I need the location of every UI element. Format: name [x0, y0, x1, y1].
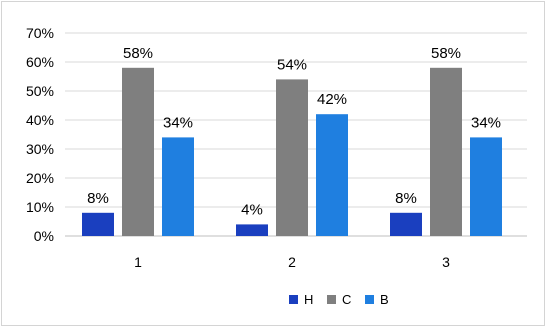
data-label: 54%	[277, 56, 307, 73]
y-tick-label: 10%	[26, 199, 54, 215]
legend-swatch-c	[327, 295, 336, 304]
bar-h-2	[236, 224, 268, 236]
data-label: 58%	[123, 45, 153, 62]
legend-label-h: H	[304, 292, 313, 307]
y-tick-label: 30%	[26, 141, 54, 157]
legend-label-b: B	[380, 292, 389, 307]
x-tick-label: 1	[134, 254, 142, 270]
bar-c-3	[430, 67, 462, 236]
y-tick-label: 70%	[26, 25, 54, 41]
y-tick-label: 0%	[34, 228, 54, 244]
legend-label-c: C	[342, 292, 351, 307]
bar-c-2	[276, 79, 308, 237]
bar-h-1	[82, 212, 114, 236]
data-label: 34%	[163, 114, 193, 131]
y-tick-label: 40%	[26, 112, 54, 128]
data-label: 8%	[395, 190, 417, 207]
data-label: 8%	[87, 190, 109, 207]
bar-b-1	[162, 137, 194, 236]
bar-b-2	[316, 114, 348, 236]
data-label: 58%	[431, 45, 461, 62]
bar-c-1	[122, 67, 154, 236]
y-tick-label: 60%	[26, 54, 54, 70]
x-tick-label: 3	[442, 254, 450, 270]
bar-b-3	[470, 137, 502, 236]
legend-swatch-b	[365, 295, 374, 304]
y-tick-label: 50%	[26, 83, 54, 99]
legend-swatch-h	[289, 295, 298, 304]
data-label: 34%	[471, 114, 501, 131]
data-label: 42%	[317, 91, 347, 108]
data-label: 4%	[241, 201, 263, 218]
y-tick-label: 20%	[26, 170, 54, 186]
bar-h-3	[390, 212, 422, 236]
bar-chart: 0% 10% 20% 30% 40% 50% 60% 70% 8% 58% 34% 1 4% 54% 42%…	[26, 25, 527, 307]
chart-frame: 0% 10% 20% 30% 40% 50% 60% 70% 8% 58% 34% 1 4% 54% 42%…	[1, 1, 545, 326]
x-tick-label: 2	[288, 254, 296, 270]
